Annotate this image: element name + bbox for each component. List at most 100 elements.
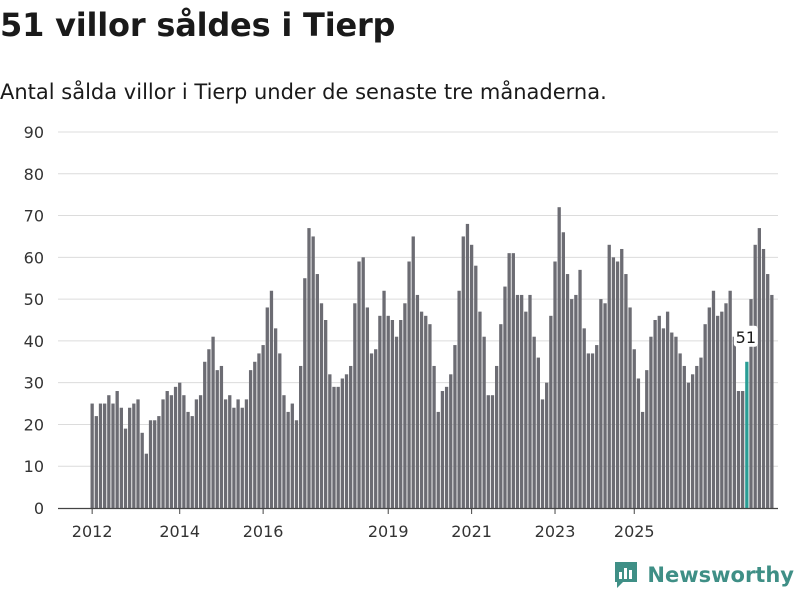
bar <box>332 386 336 508</box>
bar <box>382 290 386 508</box>
bar <box>640 411 645 508</box>
bar <box>720 311 724 508</box>
newsworthy-logo-icon <box>615 562 638 588</box>
bar <box>273 328 278 508</box>
data-label: 51 <box>736 328 756 347</box>
bar <box>269 290 274 508</box>
page-title: 51 villor såldes i Tierp <box>0 6 396 44</box>
bar <box>228 395 232 508</box>
bar <box>107 395 111 508</box>
y-tick-label: 40 <box>24 332 44 351</box>
y-tick-label: 70 <box>24 207 44 226</box>
bar <box>457 290 461 508</box>
bar <box>478 311 482 508</box>
bar <box>311 236 315 508</box>
bar <box>528 294 532 508</box>
bar <box>515 294 520 508</box>
bar <box>98 403 103 508</box>
y-tick-label: 90 <box>24 123 44 142</box>
chart-subtitle: Antal sålda villor i Tierp under de sena… <box>0 80 607 104</box>
bar <box>94 416 98 508</box>
bar <box>524 311 528 508</box>
bar <box>319 303 324 508</box>
bar <box>236 399 240 508</box>
bar <box>169 395 174 508</box>
bar <box>428 324 432 508</box>
bar <box>153 420 157 508</box>
y-tick-label: 80 <box>24 165 44 184</box>
bar <box>503 286 507 508</box>
bar <box>615 261 620 508</box>
bar <box>532 336 536 508</box>
bars <box>90 207 774 509</box>
bar <box>482 336 486 508</box>
bar <box>369 353 374 508</box>
bar <box>215 370 219 508</box>
bar <box>253 361 257 508</box>
bar <box>424 315 428 508</box>
bar <box>415 294 420 508</box>
bar <box>198 395 203 508</box>
bar <box>570 299 574 508</box>
bar <box>353 303 357 508</box>
bar <box>661 328 666 508</box>
bar <box>390 320 395 508</box>
bar <box>365 307 370 508</box>
bar <box>670 332 674 508</box>
bar <box>553 261 557 508</box>
bar <box>749 299 753 508</box>
bar <box>90 403 94 508</box>
bar <box>403 303 407 508</box>
bar <box>349 365 353 508</box>
bar <box>307 228 311 509</box>
bar <box>736 391 741 508</box>
bar <box>753 244 757 509</box>
bar <box>499 324 503 508</box>
bar <box>119 407 123 508</box>
bar <box>374 349 378 508</box>
bar <box>278 353 282 508</box>
bar <box>649 336 653 508</box>
bar <box>540 399 545 508</box>
bar-chart: 0 10 20 30 40 50 60 70 80 90 2012 2014 2016 2019 2021… <box>24 123 778 541</box>
bar <box>128 407 132 508</box>
bar <box>599 299 603 508</box>
y-tick-label: 20 <box>24 415 44 434</box>
bar <box>578 269 582 508</box>
y-tick-label: 10 <box>24 457 44 476</box>
y-axis-ticks: 0 10 20 30 40 50 60 70 80 90 <box>24 123 44 518</box>
bar <box>286 411 290 508</box>
bar <box>399 320 403 508</box>
bar <box>161 399 165 508</box>
bar <box>440 391 445 508</box>
x-tick-label: 2021 <box>451 522 492 541</box>
bar <box>741 391 745 508</box>
bar <box>186 411 190 508</box>
bar <box>444 386 449 508</box>
bar <box>628 307 632 508</box>
bar <box>690 374 695 508</box>
bar <box>707 307 711 508</box>
bar <box>115 391 119 508</box>
bar <box>486 395 490 508</box>
bar <box>549 315 553 508</box>
bar <box>682 365 686 508</box>
x-tick-label: 2014 <box>159 522 200 541</box>
bar <box>561 232 566 508</box>
bar <box>361 257 365 508</box>
bar <box>419 311 424 508</box>
bar <box>103 403 107 508</box>
bar <box>407 261 411 508</box>
x-tick-label: 2012 <box>72 522 113 541</box>
bar <box>378 315 382 508</box>
bar <box>223 399 228 508</box>
bar <box>511 253 515 508</box>
bar <box>536 357 540 508</box>
bar <box>770 294 774 508</box>
bar <box>324 320 328 508</box>
bar <box>190 416 194 508</box>
bar <box>340 378 344 508</box>
bar <box>595 345 599 508</box>
bar <box>582 328 586 508</box>
bar <box>665 311 670 508</box>
